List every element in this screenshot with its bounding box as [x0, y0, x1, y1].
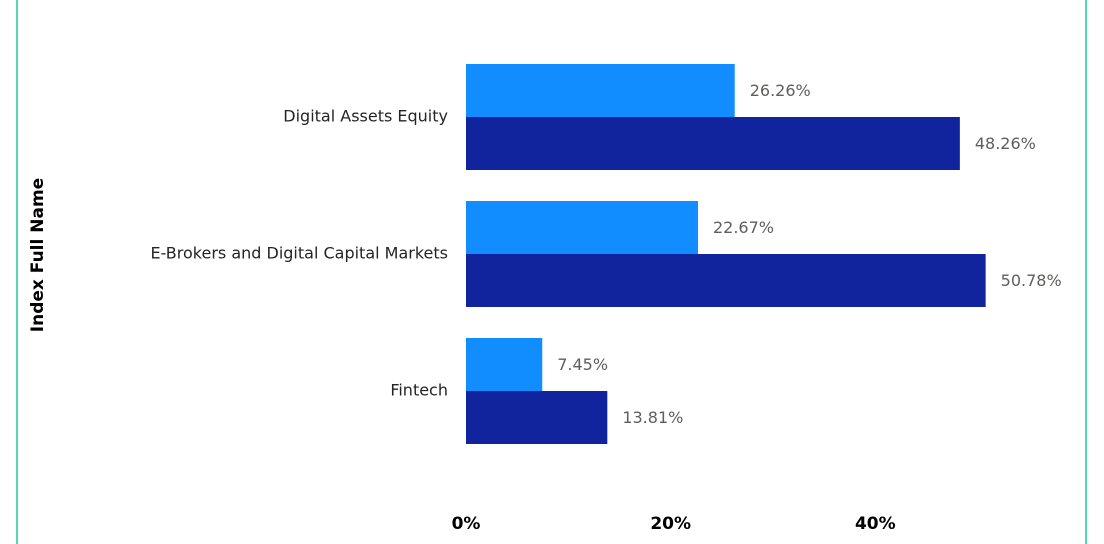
x-tick-label: 40%: [855, 514, 896, 534]
value-label: 50.78%: [1001, 271, 1062, 290]
bar: [466, 64, 735, 117]
value-label: 13.81%: [622, 408, 683, 427]
frame: [16, 0, 1087, 544]
y-tick-label: Fintech: [390, 381, 448, 400]
value-label: 7.45%: [557, 355, 608, 374]
value-label: 48.26%: [975, 134, 1036, 153]
bar: [466, 338, 543, 391]
bar: [466, 391, 608, 444]
bar: [466, 254, 986, 307]
value-label: 22.67%: [713, 218, 774, 237]
bar: [466, 201, 698, 254]
x-tick-label: 20%: [650, 514, 691, 534]
x-tick-label: 0%: [452, 514, 481, 534]
bar: [466, 117, 960, 170]
y-tick-label: E-Brokers and Digital Capital Markets: [150, 244, 448, 263]
y-tick-label: Digital Assets Equity: [283, 107, 448, 126]
value-label: 26.26%: [750, 81, 811, 100]
y-axis-label: Index Full Name: [28, 178, 48, 332]
